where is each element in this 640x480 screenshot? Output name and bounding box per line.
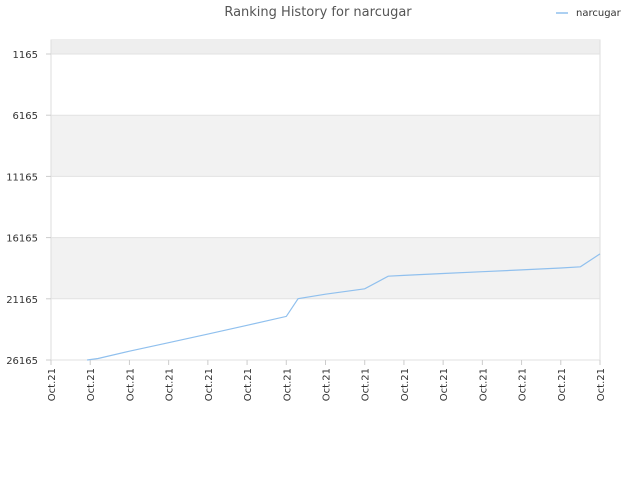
x-tick-label: Oct.21	[86, 368, 97, 401]
band-1	[51, 115, 600, 177]
x-tick-label: Oct.21	[322, 368, 333, 401]
x-tick-label: Oct.21	[282, 368, 293, 401]
legend-label: narcugar	[576, 8, 622, 19]
x-tick-label: Oct.21	[47, 368, 58, 401]
x-tick-label: Oct.21	[204, 368, 215, 401]
x-tick-label: Oct.21	[478, 368, 489, 401]
x-tick-label: Oct.21	[400, 368, 411, 401]
x-tick-label: Oct.21	[361, 368, 372, 401]
x-tick-label: Oct.21	[165, 368, 176, 401]
x-axis: Oct.21 Oct.21 Oct.21 Oct.21 Oct.21 Oct.21 Oct.…	[47, 360, 607, 401]
y-tick-label: 21165	[6, 295, 38, 306]
x-tick-label: Oct.21	[557, 368, 568, 401]
chart-title: Ranking History for narcugar	[224, 5, 412, 20]
legend[interactable]: narcugar	[556, 8, 622, 19]
series-layer	[87, 253, 601, 361]
x-tick-label: Oct.21	[439, 368, 450, 401]
y-tick-label: 1165	[13, 50, 38, 61]
band-0	[51, 40, 600, 54]
x-tick-label: Oct.21	[243, 368, 254, 401]
plot-background	[50, 39, 601, 361]
plot-area	[50, 39, 601, 361]
y-tick-label: 16165	[6, 234, 38, 245]
series-line-narcugar	[87, 253, 601, 361]
y-axis: 1165 6165 11165 16165 21165 26165	[6, 50, 51, 367]
x-tick-label: Oct.21	[125, 368, 136, 401]
y-tick-label: 11165	[6, 172, 38, 183]
y-tick-label: 6165	[13, 111, 38, 122]
x-tick-label: Oct.21	[518, 368, 529, 401]
band-2	[51, 237, 600, 299]
x-tick-label: Oct.21	[596, 368, 607, 401]
y-tick-label: 26165	[6, 356, 38, 367]
